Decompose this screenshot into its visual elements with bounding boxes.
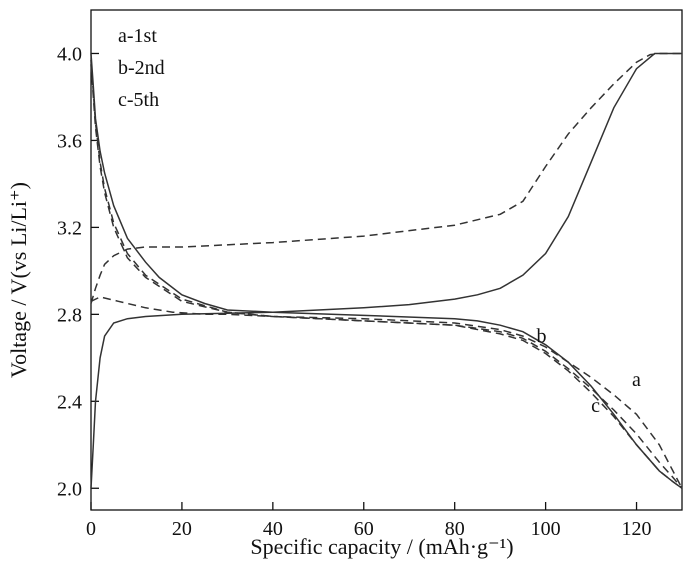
x-tick-label: 80 xyxy=(445,518,465,540)
x-tick-label: 20 xyxy=(172,518,192,540)
series-line-dashed-discharge-6 xyxy=(90,296,683,489)
series-line-solid-charge-2 xyxy=(90,52,682,489)
y-axis-title: Voltage / V(vs Li/Li⁺) xyxy=(6,182,31,378)
curve-label-a: a xyxy=(632,369,641,391)
series-layer xyxy=(90,52,683,489)
y-tick-label: 4.0 xyxy=(57,43,82,65)
x-axis-ticks: 0 20 40 60 80 100 120 xyxy=(86,502,652,540)
y-tick-label: 2.0 xyxy=(57,478,82,500)
x-tick-label: 40 xyxy=(263,518,283,540)
y-tick-label: 2.4 xyxy=(57,391,82,413)
curve-label-b: b xyxy=(537,326,547,348)
plot-border xyxy=(90,9,683,511)
plot-frame xyxy=(90,9,683,511)
x-axis-title: Specific capacity / (mAh·g⁻¹) xyxy=(250,534,513,559)
series-line-dashed-charge-1 xyxy=(90,52,682,304)
y-tick-label: 2.8 xyxy=(57,304,82,326)
x-tick-label: 120 xyxy=(622,518,652,540)
y-axis-ticks: 2.0 2.4 2.8 3.2 3.6 4.0 xyxy=(57,43,99,500)
y-tick-label: 3.6 xyxy=(57,130,82,152)
series-line-dashed-discharge-5 xyxy=(90,64,683,489)
x-tick-label: 100 xyxy=(531,518,561,540)
series-line-dashed-discharge-4 xyxy=(90,59,683,489)
legend-entry-b: b-2nd xyxy=(118,57,165,79)
legend-entry-a: a-1st xyxy=(118,25,157,47)
x-tick-label: 60 xyxy=(354,518,374,540)
legend-entry-c: c-5th xyxy=(118,89,159,111)
legend: a-1st b-2nd c-5th xyxy=(118,25,165,111)
y-tick-label: 3.2 xyxy=(57,217,82,239)
curve-label-c: c xyxy=(591,395,600,417)
curve-labels: b a c xyxy=(537,326,641,418)
x-tick-label: 0 xyxy=(86,518,96,540)
series-line-solid-discharge-3 xyxy=(90,53,683,489)
